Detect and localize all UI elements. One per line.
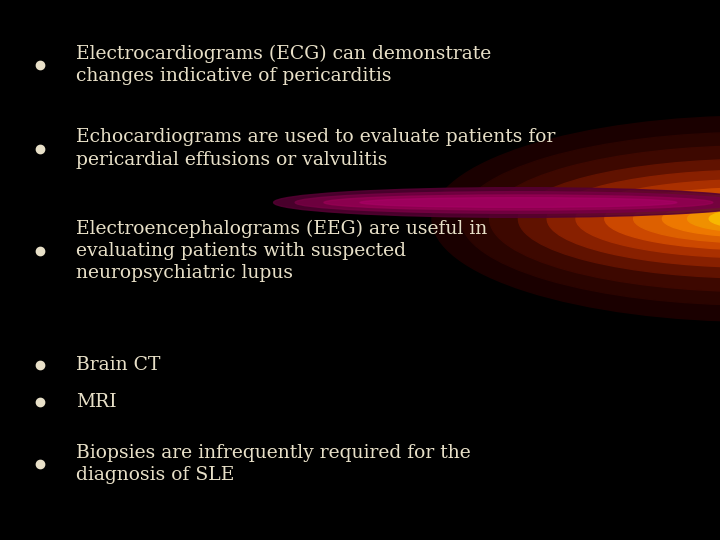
Ellipse shape [709,209,720,228]
Ellipse shape [324,195,713,210]
Text: Echocardiograms are used to evaluate patients for
pericardial effusions or valvu: Echocardiograms are used to evaluate pat… [76,129,555,168]
Ellipse shape [662,200,720,237]
Ellipse shape [576,179,720,258]
Text: Biopsies are infrequently required for the
diagnosis of SLE: Biopsies are infrequently required for t… [76,444,470,484]
Text: Brain CT: Brain CT [76,355,160,374]
Ellipse shape [432,116,720,321]
Ellipse shape [688,205,720,232]
Text: Electrocardiograms (ECG) can demonstrate
changes indicative of pericarditis: Electrocardiograms (ECG) can demonstrate… [76,45,491,85]
Ellipse shape [634,194,720,243]
Ellipse shape [461,132,720,305]
Ellipse shape [274,187,720,217]
Ellipse shape [295,192,720,213]
Ellipse shape [547,170,720,267]
Ellipse shape [605,187,720,249]
Ellipse shape [360,198,677,207]
Text: Electroencephalograms (EEG) are useful in
evaluating patients with suspected
neu: Electroencephalograms (EEG) are useful i… [76,220,487,282]
Ellipse shape [518,159,720,278]
Text: MRI: MRI [76,393,116,411]
Ellipse shape [490,146,720,292]
